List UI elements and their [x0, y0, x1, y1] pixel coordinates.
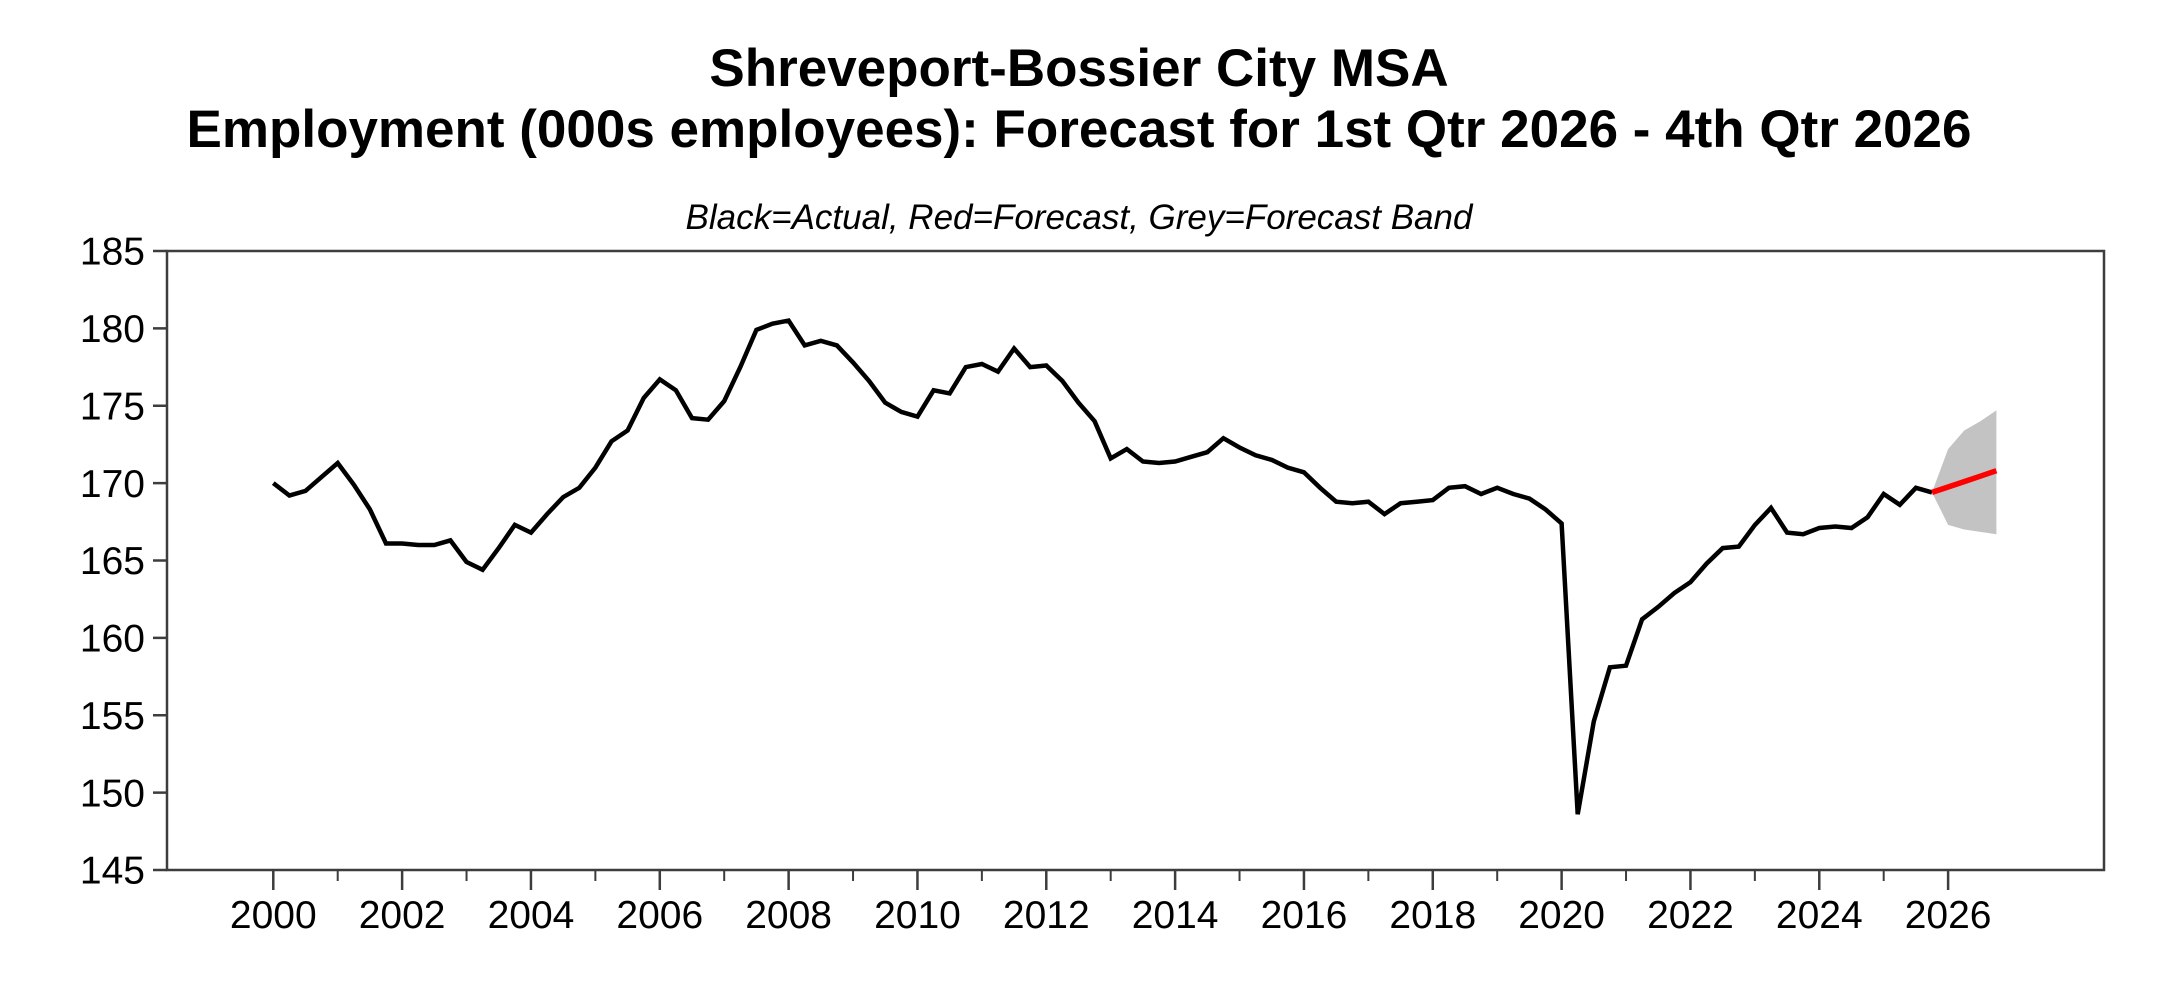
y-axis-tick-label: 165 — [80, 540, 145, 583]
chart-title-line2: Employment (000s employees): Forecast fo… — [186, 100, 1972, 159]
x-axis-tick-label: 2006 — [616, 894, 703, 937]
x-axis-tick-label: 2008 — [745, 894, 832, 937]
y-axis-tick-label: 145 — [80, 850, 145, 893]
x-axis-tick-label: 2020 — [1518, 894, 1605, 937]
x-axis-tick-label: 2010 — [874, 894, 961, 937]
plot-frame — [165, 249, 2106, 872]
x-axis-tick-label: 2024 — [1776, 894, 1863, 937]
x-axis-tick-label: 2022 — [1647, 894, 1734, 937]
actual-employment-line — [271, 318, 1933, 815]
legend-note: Black=Actual, Red=Forecast, Grey=Forecas… — [685, 198, 1473, 237]
x-axis-tick-label: 2014 — [1132, 894, 1219, 937]
x-axis-tick-label: 2018 — [1389, 894, 1476, 937]
x-axis-tick-label: 2000 — [230, 894, 317, 937]
y-axis-tick-label: 160 — [80, 618, 145, 661]
chart-title-line1: Shreveport-Bossier City MSA — [709, 39, 1449, 98]
x-axis-tick-label: 2012 — [1003, 894, 1090, 937]
forecast-employment-line — [1931, 468, 1998, 496]
x-axis-tick-label: 2026 — [1905, 894, 1992, 937]
y-axis-tick-label: 155 — [80, 695, 145, 738]
x-axis-tick-label: 2016 — [1261, 894, 1348, 937]
y-axis-tick-label: 150 — [80, 772, 145, 815]
y-axis-tick-label: 180 — [80, 308, 145, 351]
y-axis-tick-label: 170 — [80, 463, 145, 506]
x-axis-tick-label: 2004 — [488, 894, 575, 937]
x-axis-tick-label: 2002 — [359, 894, 446, 937]
forecast-band-area — [1932, 410, 1997, 535]
y-axis-tick-label: 185 — [80, 231, 145, 274]
y-axis-tick-label: 175 — [80, 385, 145, 428]
